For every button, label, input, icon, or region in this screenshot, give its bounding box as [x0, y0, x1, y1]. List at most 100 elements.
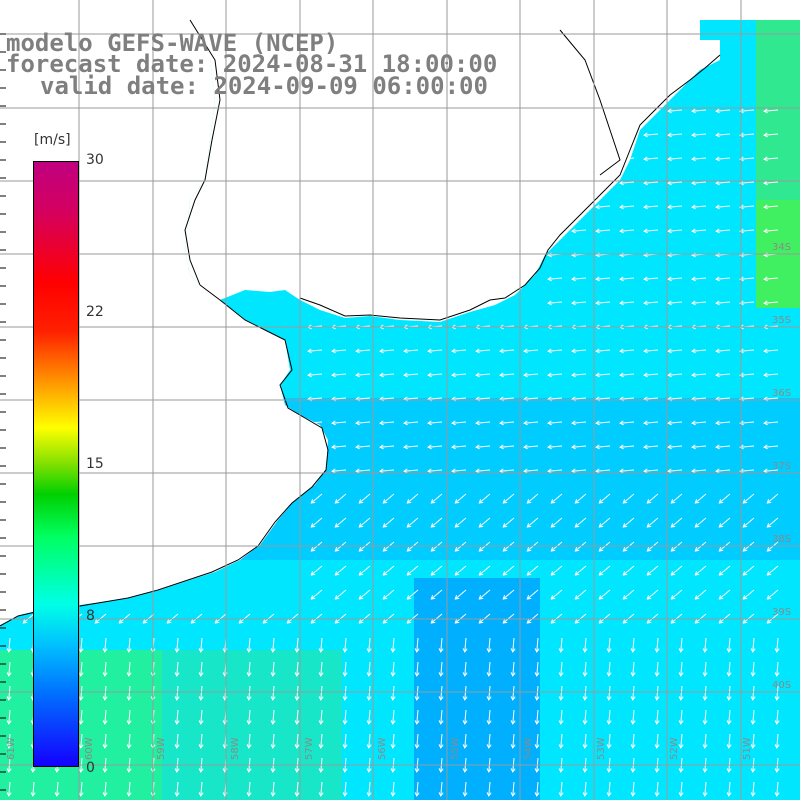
wind-arrow-head	[310, 547, 316, 552]
wind-arrow-head	[198, 720, 204, 725]
wind-arrow-head	[742, 571, 748, 576]
sea-cell	[594, 578, 612, 596]
sea-cell	[486, 560, 504, 578]
wind-arrow	[550, 493, 563, 504]
wind-arrow-head	[742, 547, 748, 552]
wind-arrow-head	[550, 523, 556, 528]
wind-arrow-head	[667, 156, 672, 162]
wind-arrow-head	[102, 696, 108, 701]
wind-arrow-head	[406, 547, 412, 552]
sea-cell	[522, 794, 540, 800]
sea-cell	[738, 470, 756, 488]
wind-arrow	[692, 349, 707, 352]
wind-arrow	[680, 733, 683, 748]
wind-arrow-head	[694, 571, 700, 576]
sea-cell	[450, 470, 468, 488]
sea-cell	[612, 452, 630, 470]
wind-arrow	[670, 517, 683, 528]
wind-arrow-head	[414, 744, 420, 749]
sea-cell	[792, 722, 800, 740]
wind-arrow	[622, 565, 635, 576]
wind-arrow-head	[654, 744, 660, 749]
sea-cell	[594, 380, 612, 398]
sea-cell	[648, 776, 666, 794]
sea-cell	[738, 632, 756, 650]
wind-arrow	[716, 373, 731, 376]
sea-cell	[324, 776, 342, 794]
sea-cell	[324, 398, 342, 416]
sea-cell	[504, 722, 522, 740]
sea-cell	[576, 452, 594, 470]
sea-cell	[216, 740, 234, 758]
sea-cell	[108, 632, 126, 650]
sea-cell	[684, 326, 702, 344]
sea-cell	[558, 578, 576, 596]
sea-cell	[702, 722, 720, 740]
wind-arrow-head	[526, 595, 532, 600]
wind-arrow	[740, 277, 755, 280]
wind-arrow-head	[766, 571, 772, 576]
wind-arrow	[644, 421, 659, 424]
sea-cell	[468, 416, 486, 434]
sea-cell	[342, 704, 360, 722]
sea-cell	[756, 686, 774, 704]
sea-cell	[540, 344, 558, 362]
wind-arrow	[104, 709, 107, 724]
wind-arrow	[548, 397, 563, 400]
wind-arrow	[656, 781, 659, 796]
longitude-labels: 61W 60W 59W 58W 57W 56W 55W 54W 53W 52W 51W	[6, 737, 753, 760]
wind-arrow	[454, 613, 467, 624]
wind-arrow-head	[403, 444, 408, 450]
wind-arrow	[452, 469, 467, 472]
sea-cell	[558, 344, 576, 362]
sea-cell	[738, 110, 756, 128]
wind-arrow	[128, 781, 131, 796]
wind-arrow-head	[246, 648, 252, 653]
wind-arrow	[728, 733, 731, 748]
wind-arrow-head	[667, 180, 672, 186]
sea-cell	[522, 776, 540, 794]
sea-cell	[612, 380, 630, 398]
wind-arrow-head	[462, 744, 468, 749]
sea-cell	[648, 146, 666, 164]
sea-cell	[504, 776, 522, 794]
wind-arrow	[296, 637, 299, 652]
sea-cell	[378, 686, 396, 704]
sea-cell	[702, 254, 720, 272]
sea-cell	[648, 578, 666, 596]
wind-arrow-head	[691, 444, 696, 450]
wind-arrow-head	[342, 696, 348, 701]
wind-arrow-head	[478, 595, 484, 600]
wind-arrow-head	[214, 619, 220, 624]
sea-cell	[342, 776, 360, 794]
sea-cell	[468, 326, 486, 344]
wind-arrow	[694, 517, 707, 528]
sea-cell	[558, 542, 576, 560]
wind-arrow	[502, 493, 515, 504]
sea-cell	[360, 416, 378, 434]
sea-cell	[576, 254, 594, 272]
wind-arrow-head	[502, 523, 508, 528]
wind-arrow-head	[774, 672, 780, 677]
sea-cell	[450, 794, 468, 800]
sea-cell	[522, 578, 540, 596]
latitude-label: 34S	[772, 242, 791, 253]
wind-arrow	[128, 637, 131, 652]
sea-cell	[162, 686, 180, 704]
wind-arrow	[550, 589, 563, 600]
sea-cell	[756, 704, 774, 722]
sea-cell	[774, 380, 792, 398]
sea-cell	[576, 632, 594, 650]
wind-arrow-head	[286, 619, 292, 624]
wind-arrow-head	[310, 595, 316, 600]
wind-arrow	[742, 517, 755, 528]
wind-arrow	[454, 493, 467, 504]
sea-cell	[774, 488, 792, 506]
wind-arrow	[644, 445, 659, 448]
wind-arrow	[704, 661, 707, 676]
sea-cell	[360, 344, 378, 362]
wind-arrow	[368, 661, 371, 676]
wind-arrow	[644, 349, 659, 352]
sea-cell	[756, 20, 774, 38]
sea-cell	[558, 434, 576, 452]
